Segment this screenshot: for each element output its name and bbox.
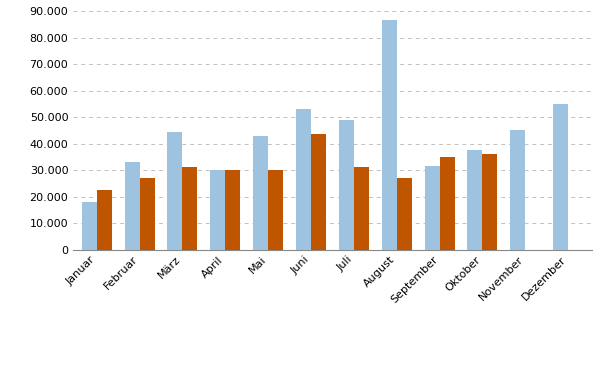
Legend: 2023, 2024: 2023, 2024: [278, 364, 387, 367]
Bar: [124, 162, 140, 250]
Bar: [396, 178, 412, 250]
Bar: [253, 135, 268, 250]
Bar: [296, 109, 311, 250]
Bar: [483, 154, 497, 250]
Bar: [467, 150, 483, 250]
Bar: [225, 170, 240, 250]
Bar: [382, 20, 396, 250]
Bar: [440, 157, 454, 250]
Bar: [140, 178, 154, 250]
Bar: [511, 130, 525, 250]
Bar: [82, 202, 97, 250]
Bar: [182, 167, 198, 250]
Bar: [425, 166, 440, 250]
Bar: [354, 167, 369, 250]
Bar: [311, 134, 326, 250]
Bar: [97, 190, 112, 250]
Bar: [210, 170, 225, 250]
Bar: [168, 132, 182, 250]
Bar: [268, 170, 283, 250]
Bar: [553, 104, 568, 250]
Bar: [339, 120, 354, 250]
